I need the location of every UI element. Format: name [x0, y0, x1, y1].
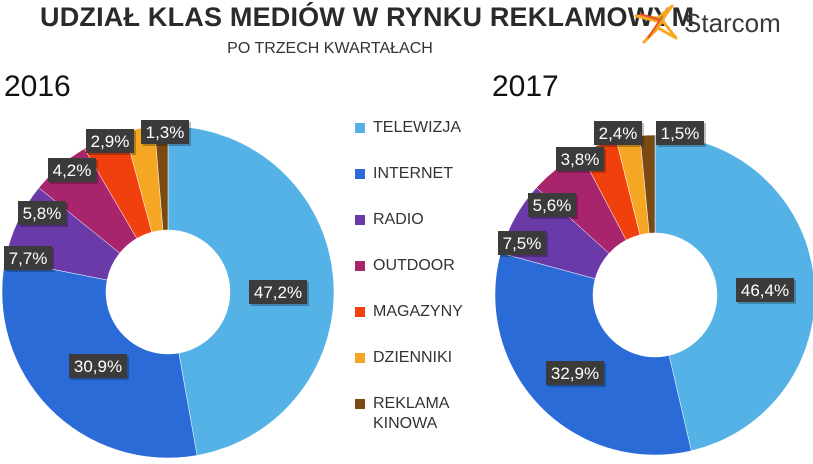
data-label-2016-0: 47,2%	[249, 280, 309, 306]
data-label-text: 7,5%	[503, 234, 542, 253]
data-label-2017-1: 32,9%	[546, 361, 606, 387]
legend-swatch	[355, 169, 365, 179]
data-label-text: 7,7%	[9, 249, 48, 268]
data-label-2016-2: 7,7%	[4, 246, 54, 272]
legend-swatch	[355, 261, 365, 271]
data-label-2016-6: 1,3%	[141, 120, 191, 146]
data-label-text: 3,8%	[561, 150, 600, 169]
data-label-2017-4: 3,8%	[556, 147, 606, 173]
data-label-text: 2,4%	[599, 124, 638, 143]
data-label-text: 1,3%	[146, 123, 185, 142]
data-label-text: 1,5%	[661, 124, 700, 143]
legend-label: REKLAMA KINOWA	[373, 395, 449, 432]
data-label-text: 30,9%	[74, 357, 122, 376]
data-label-text: 5,6%	[533, 196, 572, 215]
chart-subtitle: PO TRZECH KWARTAŁACH	[227, 40, 433, 57]
slice-2017-internet	[494, 252, 692, 456]
legend-item-reklama-kinowa: REKLAMA KINOWA	[355, 394, 473, 434]
data-label-2017-0: 46,4%	[736, 278, 796, 304]
data-label-2017-3: 5,6%	[528, 193, 578, 219]
legend-label: DZIENNIKI	[373, 349, 453, 366]
data-label-text: 47,2%	[254, 283, 302, 302]
legend-label: TELEWIZJA	[373, 119, 462, 136]
starcom-logo: Starcom	[632, 2, 802, 48]
data-label-2016-3: 5,8%	[18, 201, 68, 227]
chart-title: UDZIAŁ KLAS MEDIÓW W RYNKU REKLAMOWYM	[40, 2, 695, 32]
data-label-text: 5,8%	[23, 204, 62, 223]
data-label-text: 46,4%	[741, 281, 789, 300]
data-label-text: 4,2%	[53, 161, 92, 180]
legend-item-dzienniki: DZIENNIKI	[355, 348, 473, 368]
data-label-2016-1: 30,9%	[69, 354, 129, 380]
logo-text: Starcom	[684, 8, 781, 38]
legend-label: MAGAZYNY	[373, 303, 463, 320]
star-logo-icon	[634, 4, 678, 44]
data-label-text: 32,9%	[551, 364, 599, 383]
data-label-2017-2: 7,5%	[498, 231, 548, 257]
data-label-text: 2,9%	[91, 132, 130, 151]
legend-label: RADIO	[373, 211, 424, 228]
data-label-2017-5: 2,4%	[594, 121, 644, 147]
legend-item-magazyny: MAGAZYNY	[355, 302, 473, 322]
legend-swatch	[355, 123, 365, 133]
legend-label: OUTDOOR	[373, 257, 455, 274]
slice-2017-telewizja	[654, 134, 813, 452]
data-label-2016-4: 4,2%	[48, 158, 98, 184]
legend-swatch	[355, 399, 365, 409]
year-label-2016: 2016	[4, 70, 71, 103]
legend-swatch	[355, 353, 365, 363]
legend-item-internet: INTERNET	[355, 164, 473, 184]
data-label-2016-5: 2,9%	[86, 129, 136, 155]
legend-item-radio: RADIO	[355, 210, 473, 230]
data-label-2017-6: 1,5%	[656, 121, 706, 147]
legend-swatch	[355, 307, 365, 317]
legend-label: INTERNET	[373, 165, 453, 182]
legend-item-telewizja: TELEWIZJA	[355, 118, 473, 138]
legend-item-outdoor: OUTDOOR	[355, 256, 473, 276]
slice-2017-reklama-kinowa	[639, 134, 656, 234]
legend-swatch	[355, 215, 365, 225]
year-label-2017: 2017	[492, 70, 559, 103]
